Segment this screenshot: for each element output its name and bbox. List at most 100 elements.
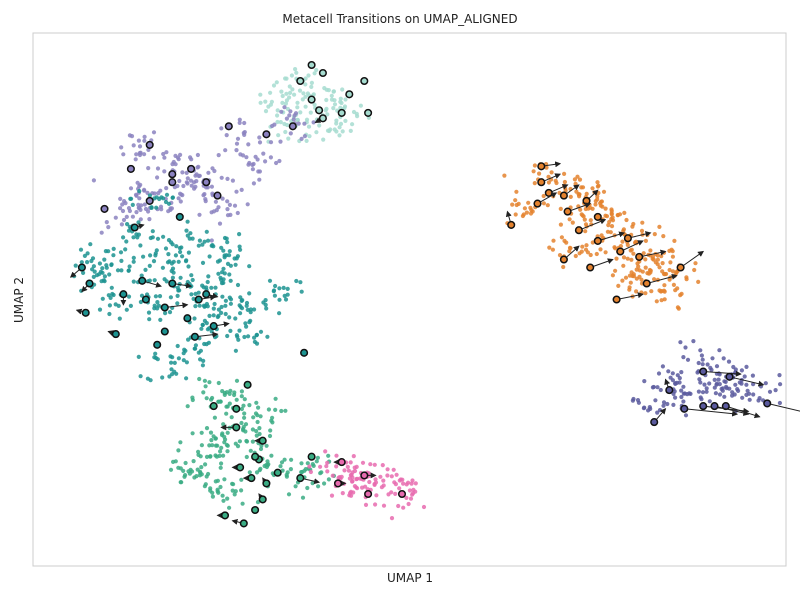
scatter-point-series-0 [337,133,342,138]
scatter-point-series-2 [221,280,226,285]
scatter-point-series-2 [177,288,182,293]
scatter-point-series-2 [116,303,121,308]
scatter-point-series-2 [166,252,171,257]
scatter-point-series-3 [258,414,263,419]
scatter-point-series-6 [713,391,719,396]
scatter-point-series-2 [177,246,182,251]
scatter-point-series-0 [303,76,308,81]
scatter-point-series-1 [99,230,104,235]
x-axis-label: UMAP 1 [386,571,434,585]
scatter-point-series-1 [176,157,181,162]
metacell-marker [612,295,621,304]
scatter-point-series-2 [97,261,102,266]
scatter-point-series-0 [280,93,285,99]
scatter-point-series-2 [90,256,96,261]
scatter-point-series-5 [625,242,630,248]
metacell-marker [582,196,591,205]
scatter-point-series-4 [397,478,402,483]
scatter-point-series-5 [577,251,582,256]
scatter-point-series-2 [225,333,230,339]
scatter-point-series-3 [322,481,327,486]
scatter-point-series-1 [185,181,190,186]
scatter-point-series-5 [660,261,665,266]
scatter-point-series-0 [337,125,342,130]
scatter-point-series-5 [537,171,542,176]
metacell-marker [213,191,222,200]
scatter-point-series-1 [230,178,235,183]
scatter-point-series-6 [716,371,722,376]
transition-arrow [767,402,800,412]
scatter-point-series-1 [121,217,127,223]
scatter-point-series-4 [408,496,414,501]
scatter-point-series-1 [268,140,274,145]
scatter-point-series-2 [111,253,116,258]
scatter-point-series-2 [163,246,169,251]
scatter-point-series-1 [263,159,268,164]
scatter-point-series-1 [282,105,287,110]
scatter-point-series-2 [136,354,141,359]
scatter-point-series-2 [137,189,142,194]
scatter-point-series-3 [218,465,223,470]
scatter-point-series-2 [228,278,233,283]
scatter-point-series-6 [750,373,756,378]
scatter-point-series-2 [246,334,251,339]
scatter-point-series-5 [675,305,681,310]
scatter-point-series-4 [404,495,409,500]
metacell-marker [168,178,177,187]
scatter-point-series-5 [662,289,667,294]
scatter-point-series-0 [283,76,288,81]
scatter-point-series-3 [248,448,253,453]
transition-arrow [725,405,761,419]
scatter-point-series-1 [270,123,275,129]
scatter-point-series-2 [130,202,135,207]
scatter-point-series-1 [251,161,256,167]
scatter-point-series-2 [173,253,178,258]
scatter-point-series-3 [282,457,287,462]
metacell-marker [258,436,267,445]
scatter-point-series-1 [137,196,142,201]
scatter-point-series-2 [224,236,229,241]
scatter-point-series-5 [580,244,585,249]
scatter-point-series-5 [598,247,603,252]
scatter-point-series-5 [671,282,677,287]
scatter-point-series-5 [502,173,507,178]
scatter-point-series-2 [228,301,233,306]
scatter-point-series-2 [281,285,286,290]
scatter-point-series-1 [136,138,141,143]
scatter-point-series-0 [312,71,317,76]
transition-arrow [620,240,644,252]
scatter-point-series-0 [266,104,271,109]
scatter-point-series-3 [178,440,183,445]
scatter-point-series-3 [219,461,224,466]
scatter-point-series-1 [293,111,299,116]
scatter-point-series-2 [205,304,210,309]
scatter-point-series-2 [178,249,183,255]
metacell-marker [138,276,147,285]
metacell-marker [537,162,546,171]
scatter-point-series-1 [152,191,157,196]
scatter-point-series-0 [338,105,343,110]
scatter-point-series-3 [197,473,203,478]
scatter-point-series-2 [202,341,207,347]
scatter-point-series-2 [108,295,113,300]
scatter-point-series-2 [235,282,241,288]
scatter-point-series-6 [671,391,676,396]
scatter-point-series-0 [275,113,280,118]
scatter-point-series-2 [235,254,240,259]
scatter-point-series-3 [286,492,292,497]
scatter-point-series-5 [551,238,556,243]
scatter-point-series-6 [733,382,738,387]
scatter-point-series-5 [524,210,530,215]
scatter-point-series-5 [513,198,518,203]
scatter-point-series-2 [233,262,238,267]
scatter-point-series-5 [516,201,521,206]
scatter-point-series-2 [200,363,205,368]
scatter-point-series-4 [336,475,341,480]
metacell-marker [710,402,719,411]
scatter-point-series-3 [264,462,269,468]
scatter-point-series-3 [234,378,240,383]
scatter-point-series-3 [255,413,260,418]
metacell-marker [190,332,199,341]
scatter-point-series-5 [520,213,526,219]
scatter-point-series-3 [267,433,273,439]
